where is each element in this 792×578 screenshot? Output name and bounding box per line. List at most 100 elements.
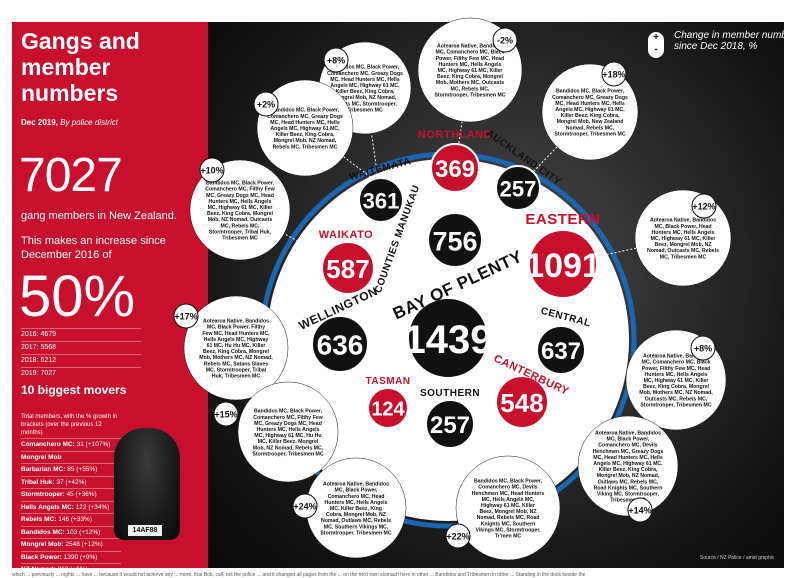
district-value: 548 [500, 388, 543, 418]
change-badge-label: +10% [200, 166, 223, 176]
change-badge-label: +8% [327, 56, 345, 66]
mover-name: Tribal Huk: [21, 478, 55, 486]
mover-name: Comanchero MC: [21, 441, 75, 448]
district-bubble [425, 399, 475, 449]
gang-list-line: Stormtrooper, Tribal Huk, [209, 229, 272, 235]
district-bubble [427, 212, 483, 268]
gang-list-line: Mob, Mothers MC, NZ Nomad, [639, 390, 713, 396]
mover-item: Mongrel Mob: 2548 (+12%) [21, 538, 121, 551]
gang-list-line: MC, Rebels MC, [451, 86, 490, 92]
page-title: Gangs and member numbers [21, 28, 140, 106]
district-bubble [321, 241, 375, 295]
year-item: 2016: 4679 [21, 328, 141, 341]
change-badge-label: +14% [628, 506, 651, 516]
gang-list-text: Bandidos MC, Black Power, Comanchero MC, … [552, 89, 628, 138]
gang-list-line: MC, Highway 61 MC, Killer [208, 205, 273, 211]
number-plate: 14AF88 [128, 525, 162, 536]
gang-list-bubble [541, 63, 639, 161]
total-members-label: gang members in New Zealand. [21, 210, 177, 222]
mover-item: Comanchero MC: 31 (+107%) [21, 438, 121, 451]
gang-list-line: Bandidos MC, Black Power, [271, 108, 340, 114]
gang-list-line: Killer Beez, King Cobra, [599, 467, 658, 473]
gang-list-line: Bandidos MC, Black Power, [331, 65, 400, 71]
district-bubble [430, 143, 480, 193]
gang-list-line: MC, Stormtrooper, Tribal [206, 367, 267, 373]
gang-list-line: Hunters MC, Hells Angels [257, 427, 320, 433]
mover-item: Tribal Huk: 37 (+42%) [21, 475, 121, 489]
gang-list-line: Henchmen MC, Greazy Dogs [593, 449, 664, 455]
gang-list-line: MC, Killer Beez, Mongrel [258, 439, 319, 445]
gang-list-line: Rebels MC, Satans Slaves [204, 361, 268, 367]
gang-list-line: Mongrel Mob, NZ Nomad, [597, 473, 660, 479]
gang-list-line: Outcasts MC, Rebels MC, [645, 396, 708, 402]
district-value: 1439 [404, 318, 493, 362]
gang-list-line: Bandidos MC, Black Power, [206, 181, 275, 187]
gang-list-line: Mob, Mothers MC, NZ Nomad, [199, 355, 273, 361]
change-badge-label: +18% [602, 70, 625, 80]
gang-list-text: Bandidos MC, Black Power, Comanchero MC, … [472, 479, 545, 540]
gang-list-line: MC, Head Hunters MC, Hells [270, 120, 340, 126]
motorbike-image [114, 428, 180, 540]
district-value: 257 [430, 412, 470, 439]
district-value: 637 [541, 338, 581, 365]
gang-list-line: Hunters MC, Hells Angels [645, 372, 708, 378]
sidebar-panel: Gangs and member numbers Dec 2019, By po… [12, 22, 208, 568]
gang-list-line: Comanchero MC, Filthy Few [205, 187, 275, 193]
gang-list-line: Angels MC, Highway 61 MC, [270, 126, 340, 132]
mover-value: 31 (+107%) [74, 441, 111, 448]
gang-list-line: MC, Greazy Dogs MC, Head [206, 193, 274, 199]
gang-list-line: Comanchero MC, Greazy Dogs [267, 114, 343, 120]
district-value: 361 [363, 188, 400, 213]
movers-note: Total members, with the % growth in brac… [21, 414, 118, 436]
gang-list-text: Aotearoa Native, Bandidos MC, Black Power… [199, 319, 273, 380]
gang-list-line: Henchmen MC, Head Hunters [472, 491, 545, 497]
gang-list-line: MC, Comanchero MC, Black [642, 360, 711, 366]
change-badge [627, 497, 653, 523]
gang-list-line: Angels MC, Highway 61 MC, [593, 461, 663, 467]
total-members: 7027 [19, 149, 123, 202]
gang-list-line: Hunters MC, Hells Angels [652, 230, 715, 236]
gang-list-line: MC, Highway 61 MC, Killer [438, 68, 503, 74]
gang-list-line: Killer Beez, King Cobra, [336, 89, 395, 95]
gang-list-line: MC, Highway 61 MC, Killer [644, 378, 709, 384]
mover-name: Bandidos MC: [21, 528, 65, 536]
mover-item: Barbarian MC: 85 (+55%) [21, 463, 121, 476]
gang-list-line: Cobra, Mongrel Mob, NZ [326, 512, 387, 518]
article-text-strip: which ... previously ... nights ... have… [12, 572, 586, 578]
gang-list-line: Beez, King Cobra, Mongrel [207, 211, 274, 217]
mover-name: Hells Angels MC: [21, 503, 74, 511]
gang-list-text: Aotearoa Native, Bandidos MC, Black Power… [593, 430, 664, 503]
district-bubble [495, 375, 549, 429]
mover-name: Barbarian MC: [21, 466, 66, 473]
gang-list-line: Mob, NZ Nomad, Rebels MC, [253, 445, 324, 451]
gang-list-line: Nomad, Rebels MC, [566, 125, 615, 131]
connector-line [364, 87, 382, 201]
mover-value: 122 (+34%) [73, 503, 110, 511]
gang-list-line: Nomad, Rebels MC, Road [477, 515, 540, 521]
gang-list-line: Aotearoa Native, Bandidos [323, 482, 389, 488]
gang-list-line: Outlaws MC, Rebels MC, [598, 479, 659, 485]
gang-list-line: MC, Southern Vikings MC, [324, 524, 389, 530]
gang-list-bubble [189, 159, 291, 261]
change-badge-label: +15% [214, 410, 237, 420]
gang-list-line: Bandidos MC, Black Power, [556, 89, 625, 95]
gang-list-line: Aotearoa Native, Bandidos [595, 430, 661, 436]
gang-list-line: Aotearoa Native, Bandidos [437, 44, 503, 50]
gang-list-text: Aotearoa Native, Bandidos MC, Black Power… [320, 482, 391, 537]
mover-value: 218 (+6%) [56, 566, 87, 568]
change-badge [445, 523, 471, 549]
change-badge [492, 27, 518, 53]
plus-sign: + [653, 32, 659, 43]
gang-list-line: Beez, King Cobra, Mongrel [203, 349, 270, 355]
district-name: NORTHLAND [418, 129, 492, 141]
change-badge [199, 157, 225, 183]
change-badge [601, 61, 627, 87]
gang-list-line: Aotearoa Native, Bandidos [643, 354, 709, 360]
gang-list-line: MC, Black Power, [335, 488, 379, 494]
district-bubble [407, 297, 489, 379]
gang-list-line: MC, Black Power, Head [654, 224, 711, 230]
mover-name: Mongrel Mob [21, 453, 62, 461]
gang-list-bubble [577, 415, 679, 517]
gang-list-line: Mongrel Mob, New Zealand [557, 119, 624, 125]
date-line: Dec 2019, By police district [21, 118, 118, 127]
